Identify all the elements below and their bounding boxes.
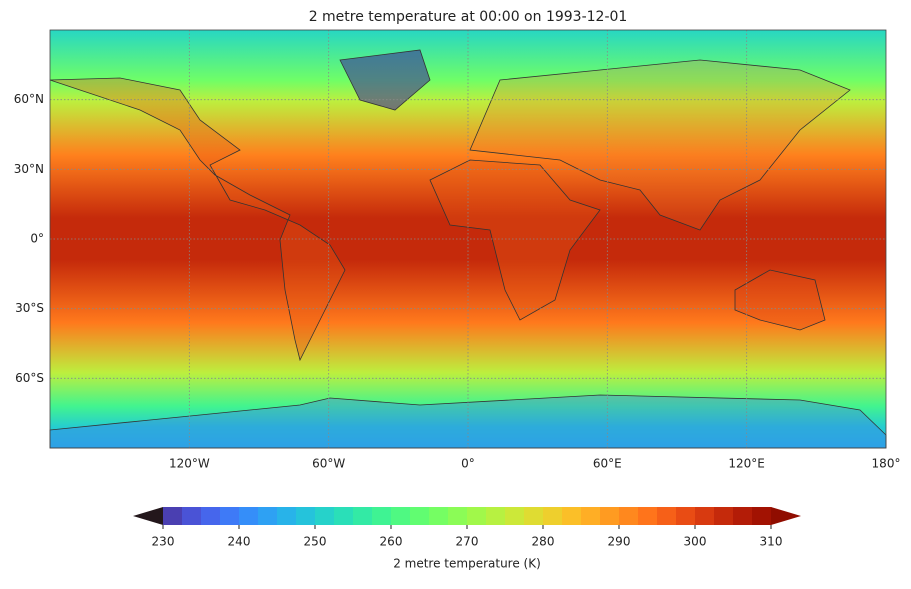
y-tick-label: 30°S [15,301,44,315]
colorbar-segment [638,507,658,525]
colorbar-segment [619,507,639,525]
x-tick-label: 120°W [169,457,210,471]
colorbar-tick-label: 280 [532,535,555,549]
colorbar-segment [334,507,354,525]
colorbar-segment [201,507,221,525]
y-tick-label: 60°N [14,92,44,106]
colorbar-segment [467,507,487,525]
colorbar-segment [277,507,297,525]
colorbar-segment [676,507,696,525]
colorbar-segment [391,507,411,525]
colorbar-segment [220,507,240,525]
colorbar-segment [182,507,202,525]
colorbar-tick-label: 230 [152,535,175,549]
y-tick-label: 0° [30,232,44,246]
colorbar-segment [315,507,335,525]
colorbar-tick-label: 300 [684,535,707,549]
colorbar-segment [448,507,468,525]
colorbar-segment [296,507,316,525]
colorbar-segment [714,507,734,525]
colorbar-tick-label: 310 [760,535,783,549]
map-title: 2 metre temperature at 00:00 on 1993-12-… [309,9,628,25]
colorbar-segment [543,507,563,525]
colorbar-segment [163,507,183,525]
x-tick-label: 0° [461,457,475,471]
colorbar-segment [429,507,449,525]
map-frame [49,29,887,449]
colorbar-tick-label: 270 [456,535,479,549]
colorbar-segment [486,507,506,525]
colorbar-segment [562,507,582,525]
colorbar-tick-label: 240 [228,535,251,549]
colorbar-tick-label: 290 [608,535,631,549]
colorbar-segment [524,507,544,525]
x-tick-label: 60°E [593,457,622,471]
colorbar-segment [372,507,392,525]
y-tick-label: 30°N [14,162,44,176]
x-tick-label: 120°E [728,457,765,471]
colorbar-segment [657,507,677,525]
colorbar-extend-min [133,507,163,525]
colorbar-segment [733,507,753,525]
colorbar-segment [695,507,715,525]
colorbar-segment [353,507,373,525]
colorbar-label: 2 metre temperature (K) [393,557,541,571]
colorbar-segment [410,507,430,525]
colorbar-segment [752,507,772,525]
colorbar-segment [258,507,278,525]
coastlines [49,49,887,449]
colorbar-tick-label: 260 [380,535,403,549]
colorbar-extend-max [771,507,801,525]
y-tick-label: 60°S [15,371,44,385]
colorbar-segment [600,507,620,525]
x-tick-label: 180° [872,457,901,471]
colorbar-segment [505,507,525,525]
colorbar-segment [239,507,259,525]
x-tick-label: 60°W [312,457,345,471]
colorbar-tick-label: 250 [304,535,327,549]
colorbar-segment [581,507,601,525]
